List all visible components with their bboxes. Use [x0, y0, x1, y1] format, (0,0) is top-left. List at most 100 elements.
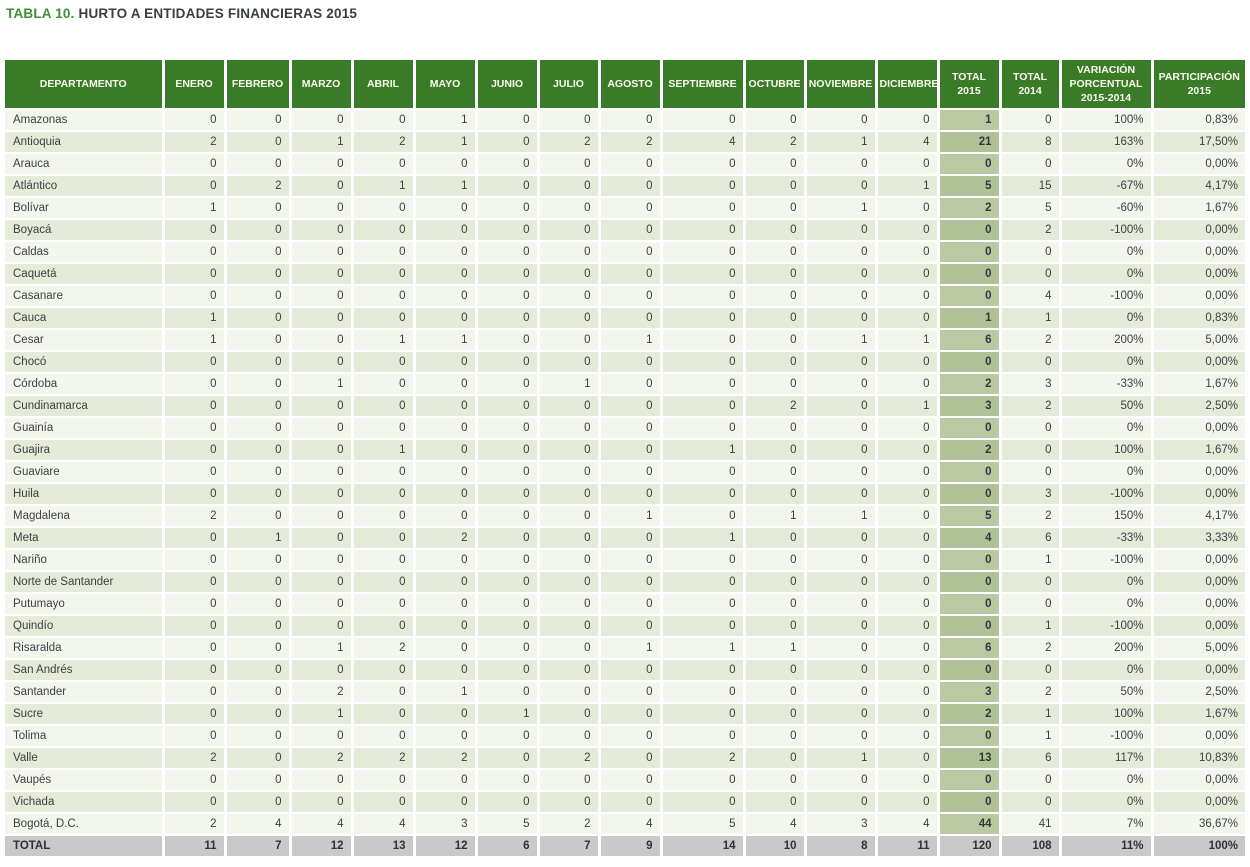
- marzo-cell: 0: [290, 527, 354, 550]
- septiembre-cell: 0: [661, 791, 746, 814]
- enero-cell: 0: [163, 461, 227, 484]
- noviembre-cell: 8: [805, 835, 878, 858]
- enero-cell: 0: [163, 791, 227, 814]
- mayo-cell: 0: [414, 791, 478, 814]
- abril-cell: 0: [352, 483, 416, 506]
- diciembre-cell: 0: [876, 505, 940, 528]
- enero-cell: 0: [163, 549, 227, 572]
- participacion-cell: 0,00%: [1152, 659, 1245, 682]
- table-row-nari-o: Nariño 0 0 0 0 0 0 0 0 0 0 0 0 0 1 -100% 0,00%: [5, 549, 1245, 572]
- junio-cell: 0: [476, 395, 540, 418]
- noviembre-cell: 0: [805, 461, 878, 484]
- septiembre-cell: 0: [661, 395, 746, 418]
- table-row-meta: Meta 0 1 0 0 2 0 0 0 1 0 0 0 4 6 -33% 3,33%: [5, 527, 1245, 550]
- octubre-cell: 0: [744, 417, 807, 440]
- junio-cell: 0: [476, 153, 540, 176]
- mayo-cell: 0: [414, 395, 478, 418]
- department-cell: Boyacá: [5, 219, 165, 242]
- total-2015-cell: 1: [938, 109, 1002, 132]
- noviembre-cell: 0: [805, 791, 878, 814]
- total-2014-cell: 2: [1000, 637, 1062, 660]
- marzo-cell: 1: [290, 131, 354, 154]
- septiembre-cell: 0: [661, 681, 746, 704]
- febrero-cell: 2: [225, 175, 292, 198]
- noviembre-cell: 0: [805, 395, 878, 418]
- septiembre-cell: 0: [661, 109, 746, 132]
- febrero-cell: 0: [225, 483, 292, 506]
- abril-cell: 0: [352, 307, 416, 330]
- department-cell: Sucre: [5, 703, 165, 726]
- julio-cell: 0: [538, 791, 601, 814]
- table-row-tolima: Tolima 0 0 0 0 0 0 0 0 0 0 0 0 0 1 -100% 0,00%: [5, 725, 1245, 748]
- diciembre-cell: 4: [876, 813, 940, 836]
- abril-cell: 0: [352, 703, 416, 726]
- abril-cell: 0: [352, 109, 416, 132]
- marzo-cell: 1: [290, 703, 354, 726]
- diciembre-cell: 0: [876, 373, 940, 396]
- column-header-abril: ABRIL: [352, 60, 416, 110]
- department-cell: Cundinamarca: [5, 395, 165, 418]
- table-row-norte-de-santander: Norte de Santander 0 0 0 0 0 0 0 0 0 0 0 0 0 0 0% 0,00%: [5, 571, 1245, 594]
- diciembre-cell: 0: [876, 747, 940, 770]
- participacion-cell: 2,50%: [1152, 395, 1245, 418]
- total-2015-cell: 0: [938, 351, 1002, 374]
- marzo-cell: 0: [290, 615, 354, 638]
- noviembre-cell: 1: [805, 329, 878, 352]
- total-2014-cell: 108: [1000, 835, 1062, 858]
- octubre-cell: 2: [744, 395, 807, 418]
- table-number-label: TABLA 10.: [6, 6, 75, 21]
- septiembre-cell: 0: [661, 659, 746, 682]
- julio-cell: 1: [538, 373, 601, 396]
- total-2014-cell: 1: [1000, 703, 1062, 726]
- variacion-cell: 0%: [1060, 351, 1154, 374]
- mayo-cell: 0: [414, 307, 478, 330]
- total-2015-cell: 2: [938, 703, 1002, 726]
- total-2015-cell: 0: [938, 549, 1002, 572]
- diciembre-cell: 1: [876, 329, 940, 352]
- variacion-cell: 0%: [1060, 659, 1154, 682]
- department-cell: Santander: [5, 681, 165, 704]
- febrero-cell: 0: [225, 593, 292, 616]
- julio-cell: 0: [538, 461, 601, 484]
- variacion-cell: 0%: [1060, 153, 1154, 176]
- department-cell: Bogotá, D.C.: [5, 813, 165, 836]
- total-2014-cell: 8: [1000, 131, 1062, 154]
- septiembre-cell: 0: [661, 351, 746, 374]
- variacion-cell: 0%: [1060, 241, 1154, 264]
- septiembre-cell: 0: [661, 307, 746, 330]
- total-2014-cell: 2: [1000, 505, 1062, 528]
- participacion-cell: 0,00%: [1152, 725, 1245, 748]
- febrero-cell: 0: [225, 659, 292, 682]
- participacion-cell: 36,67%: [1152, 813, 1245, 836]
- variacion-cell: -100%: [1060, 615, 1154, 638]
- table-row-quind-o: Quindío 0 0 0 0 0 0 0 0 0 0 0 0 0 1 -100% 0,00%: [5, 615, 1245, 638]
- febrero-cell: 0: [225, 197, 292, 220]
- department-cell: Vichada: [5, 791, 165, 814]
- junio-cell: 0: [476, 549, 540, 572]
- octubre-cell: 0: [744, 681, 807, 704]
- total-2014-cell: 2: [1000, 681, 1062, 704]
- junio-cell: 0: [476, 681, 540, 704]
- variacion-cell: 0%: [1060, 461, 1154, 484]
- agosto-cell: 0: [599, 725, 663, 748]
- column-header-marzo: MARZO: [290, 60, 354, 110]
- septiembre-cell: 0: [661, 329, 746, 352]
- enero-cell: 0: [163, 175, 227, 198]
- total-2014-cell: 1: [1000, 549, 1062, 572]
- septiembre-cell: 0: [661, 571, 746, 594]
- table-row-sucre: Sucre 0 0 1 0 0 1 0 0 0 0 0 0 2 1 100% 1,67%: [5, 703, 1245, 726]
- participacion-cell: 0,00%: [1152, 769, 1245, 792]
- total-2014-cell: 1: [1000, 725, 1062, 748]
- febrero-cell: 0: [225, 109, 292, 132]
- total-2015-cell: 0: [938, 769, 1002, 792]
- total-2015-cell: 13: [938, 747, 1002, 770]
- diciembre-cell: 0: [876, 703, 940, 726]
- julio-cell: 0: [538, 395, 601, 418]
- enero-cell: 0: [163, 659, 227, 682]
- participacion-cell: 0,00%: [1152, 571, 1245, 594]
- marzo-cell: 0: [290, 263, 354, 286]
- noviembre-cell: 0: [805, 417, 878, 440]
- octubre-cell: 0: [744, 439, 807, 462]
- junio-cell: 0: [476, 263, 540, 286]
- department-cell: Cesar: [5, 329, 165, 352]
